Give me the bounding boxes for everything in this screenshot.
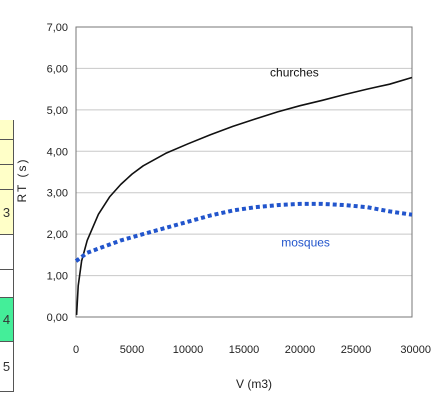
y-tick-label: 4,00 [47,146,68,158]
strip-cell: 4 [0,298,14,342]
strip-cell: 3 [0,190,14,235]
strip-cell [0,270,14,298]
y-tick-label: 5,00 [47,105,68,117]
x-tick-label: 25000 [341,344,372,356]
x-tick-label: 30000 [400,344,431,356]
y-tick-label: 2,00 [47,229,68,241]
y-tick-label: 6,00 [47,63,68,75]
series-label-churches: churches [270,66,319,80]
x-tick-label: 20000 [285,344,316,356]
y-tick-label: 0,00 [47,312,68,324]
strip-cell [0,120,14,140]
y-axis-title: RT (s) [15,158,29,203]
series-label-mosques: mosques [281,236,330,250]
y-tick-label: 7,00 [47,22,68,34]
strip-cell [0,140,14,165]
x-tick-label: 0 [73,344,79,356]
plot-area [75,26,413,318]
series-line-mosques [74,201,413,263]
series-labels: churches mosques [270,66,330,250]
grid [76,26,412,318]
strip-cell [0,165,14,190]
y-tick-label: 1,00 [47,271,68,283]
strip-cell [0,235,14,270]
strip-cell: 5 [0,342,14,392]
x-tick-label: 15000 [229,344,260,356]
series-line-churches [75,76,413,315]
x-axis-ticks: 0 5000 10000 15000 20000 25000 30000 [73,344,431,356]
y-tick-label: 3,00 [47,188,68,200]
y-axis-ticks: 0,00 1,00 2,00 3,00 4,00 5,00 6,00 7,00 [47,22,68,324]
x-tick-label: 5000 [120,344,144,356]
x-tick-label: 10000 [173,344,204,356]
x-axis-title: V (m3) [236,377,272,391]
series-layer [74,76,413,315]
